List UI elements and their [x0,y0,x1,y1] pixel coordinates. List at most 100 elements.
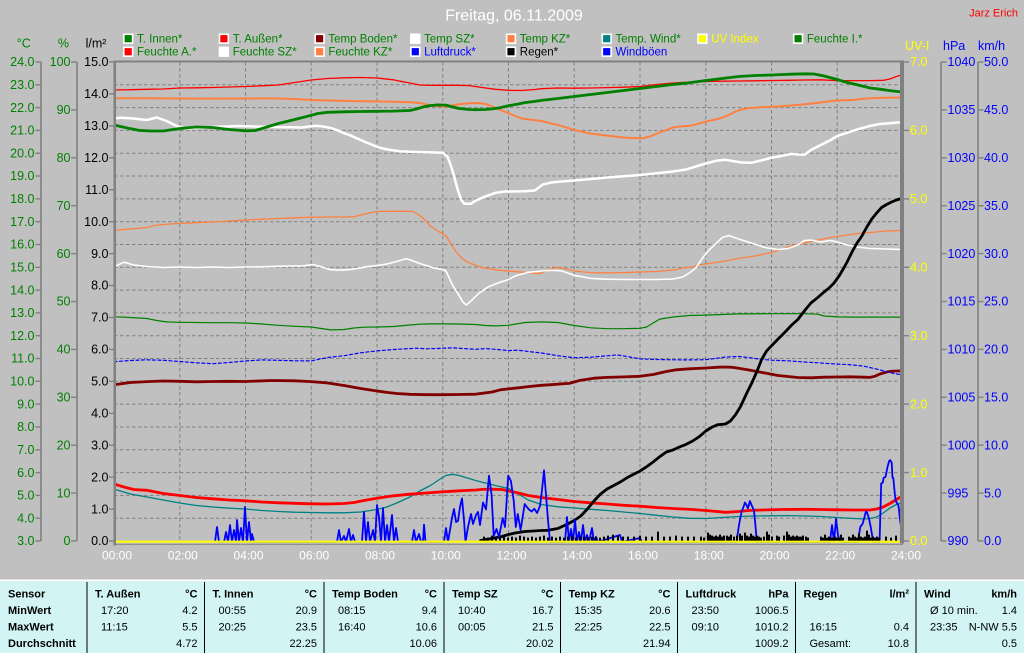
svg-text:13.0: 13.0 [10,306,34,320]
svg-text:5.0: 5.0 [984,486,1001,500]
svg-text:22.25: 22.25 [289,638,317,650]
svg-text:1.4: 1.4 [1002,605,1017,617]
svg-text:20.02: 20.02 [526,638,554,650]
svg-text:°C: °C [541,589,553,601]
svg-text:7.0: 7.0 [910,55,927,69]
svg-text:21.5: 21.5 [532,622,553,634]
svg-text:990: 990 [948,534,969,548]
svg-text:°C: °C [425,589,437,601]
svg-text:15.0: 15.0 [84,55,108,69]
svg-text:UV Index: UV Index [711,34,759,46]
svg-text:10.0: 10.0 [10,375,34,389]
svg-text:°C: °C [185,589,197,601]
svg-text:Luftdruck*: Luftdruck* [424,47,476,59]
svg-text:N-NW 5.5: N-NW 5.5 [969,622,1017,634]
svg-text:10.0: 10.0 [84,215,108,229]
svg-text:3.0: 3.0 [91,438,108,452]
svg-text:11.0: 11.0 [11,352,34,366]
svg-text:5.0: 5.0 [910,192,927,206]
svg-text:17.0: 17.0 [10,215,34,229]
svg-text:Temp Boden*: Temp Boden* [328,34,398,46]
svg-text:23.0: 23.0 [10,78,34,92]
svg-text:50.0: 50.0 [984,55,1008,69]
svg-text:20.9: 20.9 [296,605,317,617]
svg-text:MinWert: MinWert [8,605,52,617]
svg-text:2.0: 2.0 [91,470,108,484]
svg-text:°C: °C [305,589,317,601]
svg-text:T. Außen*: T. Außen* [233,34,283,46]
svg-text:5.0: 5.0 [17,489,34,503]
svg-text:8.0: 8.0 [91,279,108,293]
svg-text:Jarz Erich: Jarz Erich [969,8,1018,20]
svg-text:Regen*: Regen* [520,47,559,59]
svg-text:14.0: 14.0 [10,283,34,297]
svg-text:1.0: 1.0 [910,466,927,480]
svg-text:10.0: 10.0 [984,438,1008,452]
svg-text:00:55: 00:55 [219,605,247,617]
svg-text:50: 50 [57,295,71,309]
svg-text:Feuchte SZ*: Feuchte SZ* [233,47,297,59]
svg-text:1025: 1025 [948,199,976,213]
svg-text:Sensor: Sensor [8,589,46,601]
svg-text:Temp KZ: Temp KZ [569,589,616,601]
svg-text:8.0: 8.0 [17,420,34,434]
svg-text:30.0: 30.0 [984,247,1008,261]
svg-text:Temp SZ*: Temp SZ* [424,34,475,46]
svg-text:1040: 1040 [948,55,976,69]
svg-text:1009.2: 1009.2 [755,638,789,650]
svg-text:21.0: 21.0 [10,124,34,138]
svg-text:1.0: 1.0 [91,502,108,516]
svg-text:hPa: hPa [768,589,789,601]
svg-text:5.0: 5.0 [91,375,108,389]
svg-text:30: 30 [57,391,71,405]
svg-text:0.0: 0.0 [91,534,108,548]
svg-text:1010.2: 1010.2 [755,622,789,634]
svg-text:00:05: 00:05 [458,622,486,634]
svg-text:1020: 1020 [948,247,976,261]
svg-text:UV-I: UV-I [905,39,929,53]
svg-text:1010: 1010 [948,343,976,357]
svg-text:Durchschnitt: Durchschnitt [8,638,76,650]
svg-text:9.4: 9.4 [422,605,437,617]
svg-text:4.0: 4.0 [17,511,34,525]
svg-text:10.6: 10.6 [416,622,437,634]
svg-text:T. Innen: T. Innen [213,589,254,601]
svg-text:6.0: 6.0 [91,343,108,357]
svg-text:MaxWert: MaxWert [8,622,54,634]
svg-text:0.4: 0.4 [894,622,909,634]
svg-text:l/m²: l/m² [86,37,107,51]
svg-text:T. Außen: T. Außen [95,589,141,601]
svg-text:25.0: 25.0 [984,295,1008,309]
svg-text:1000: 1000 [948,438,976,452]
svg-text:22:25: 22:25 [575,622,603,634]
svg-text:10.8: 10.8 [888,638,909,650]
svg-text:Luftdruck: Luftdruck [686,589,738,601]
svg-text:995: 995 [948,486,969,500]
svg-text:19.0: 19.0 [10,169,34,183]
svg-text:08:15: 08:15 [338,605,366,617]
svg-text:0.0: 0.0 [984,534,1001,548]
svg-text:Gesamt:: Gesamt: [810,638,852,650]
svg-text:70: 70 [57,199,71,213]
svg-text:4.0: 4.0 [910,261,927,275]
svg-text:6.0: 6.0 [910,124,927,138]
svg-text:0.0: 0.0 [910,534,927,548]
svg-text:7.0: 7.0 [91,311,108,325]
svg-text:9.0: 9.0 [91,247,108,261]
svg-text:24:00: 24:00 [891,549,921,563]
svg-text:0: 0 [64,534,71,548]
svg-text:20.6: 20.6 [649,605,670,617]
svg-text:13.0: 13.0 [84,119,108,133]
svg-text:11:15: 11:15 [101,622,128,634]
svg-text:15.0: 15.0 [10,261,34,275]
svg-text:15:35: 15:35 [575,605,603,617]
svg-text:16.0: 16.0 [10,238,34,252]
svg-text:Wind: Wind [924,589,951,601]
svg-text:12:00: 12:00 [496,549,526,563]
svg-text:14.0: 14.0 [84,87,108,101]
svg-text:1030: 1030 [948,151,976,165]
svg-text:5.5: 5.5 [182,622,197,634]
svg-text:0.5: 0.5 [1002,638,1017,650]
svg-text:%: % [58,37,69,51]
svg-text:hPa: hPa [943,39,965,53]
